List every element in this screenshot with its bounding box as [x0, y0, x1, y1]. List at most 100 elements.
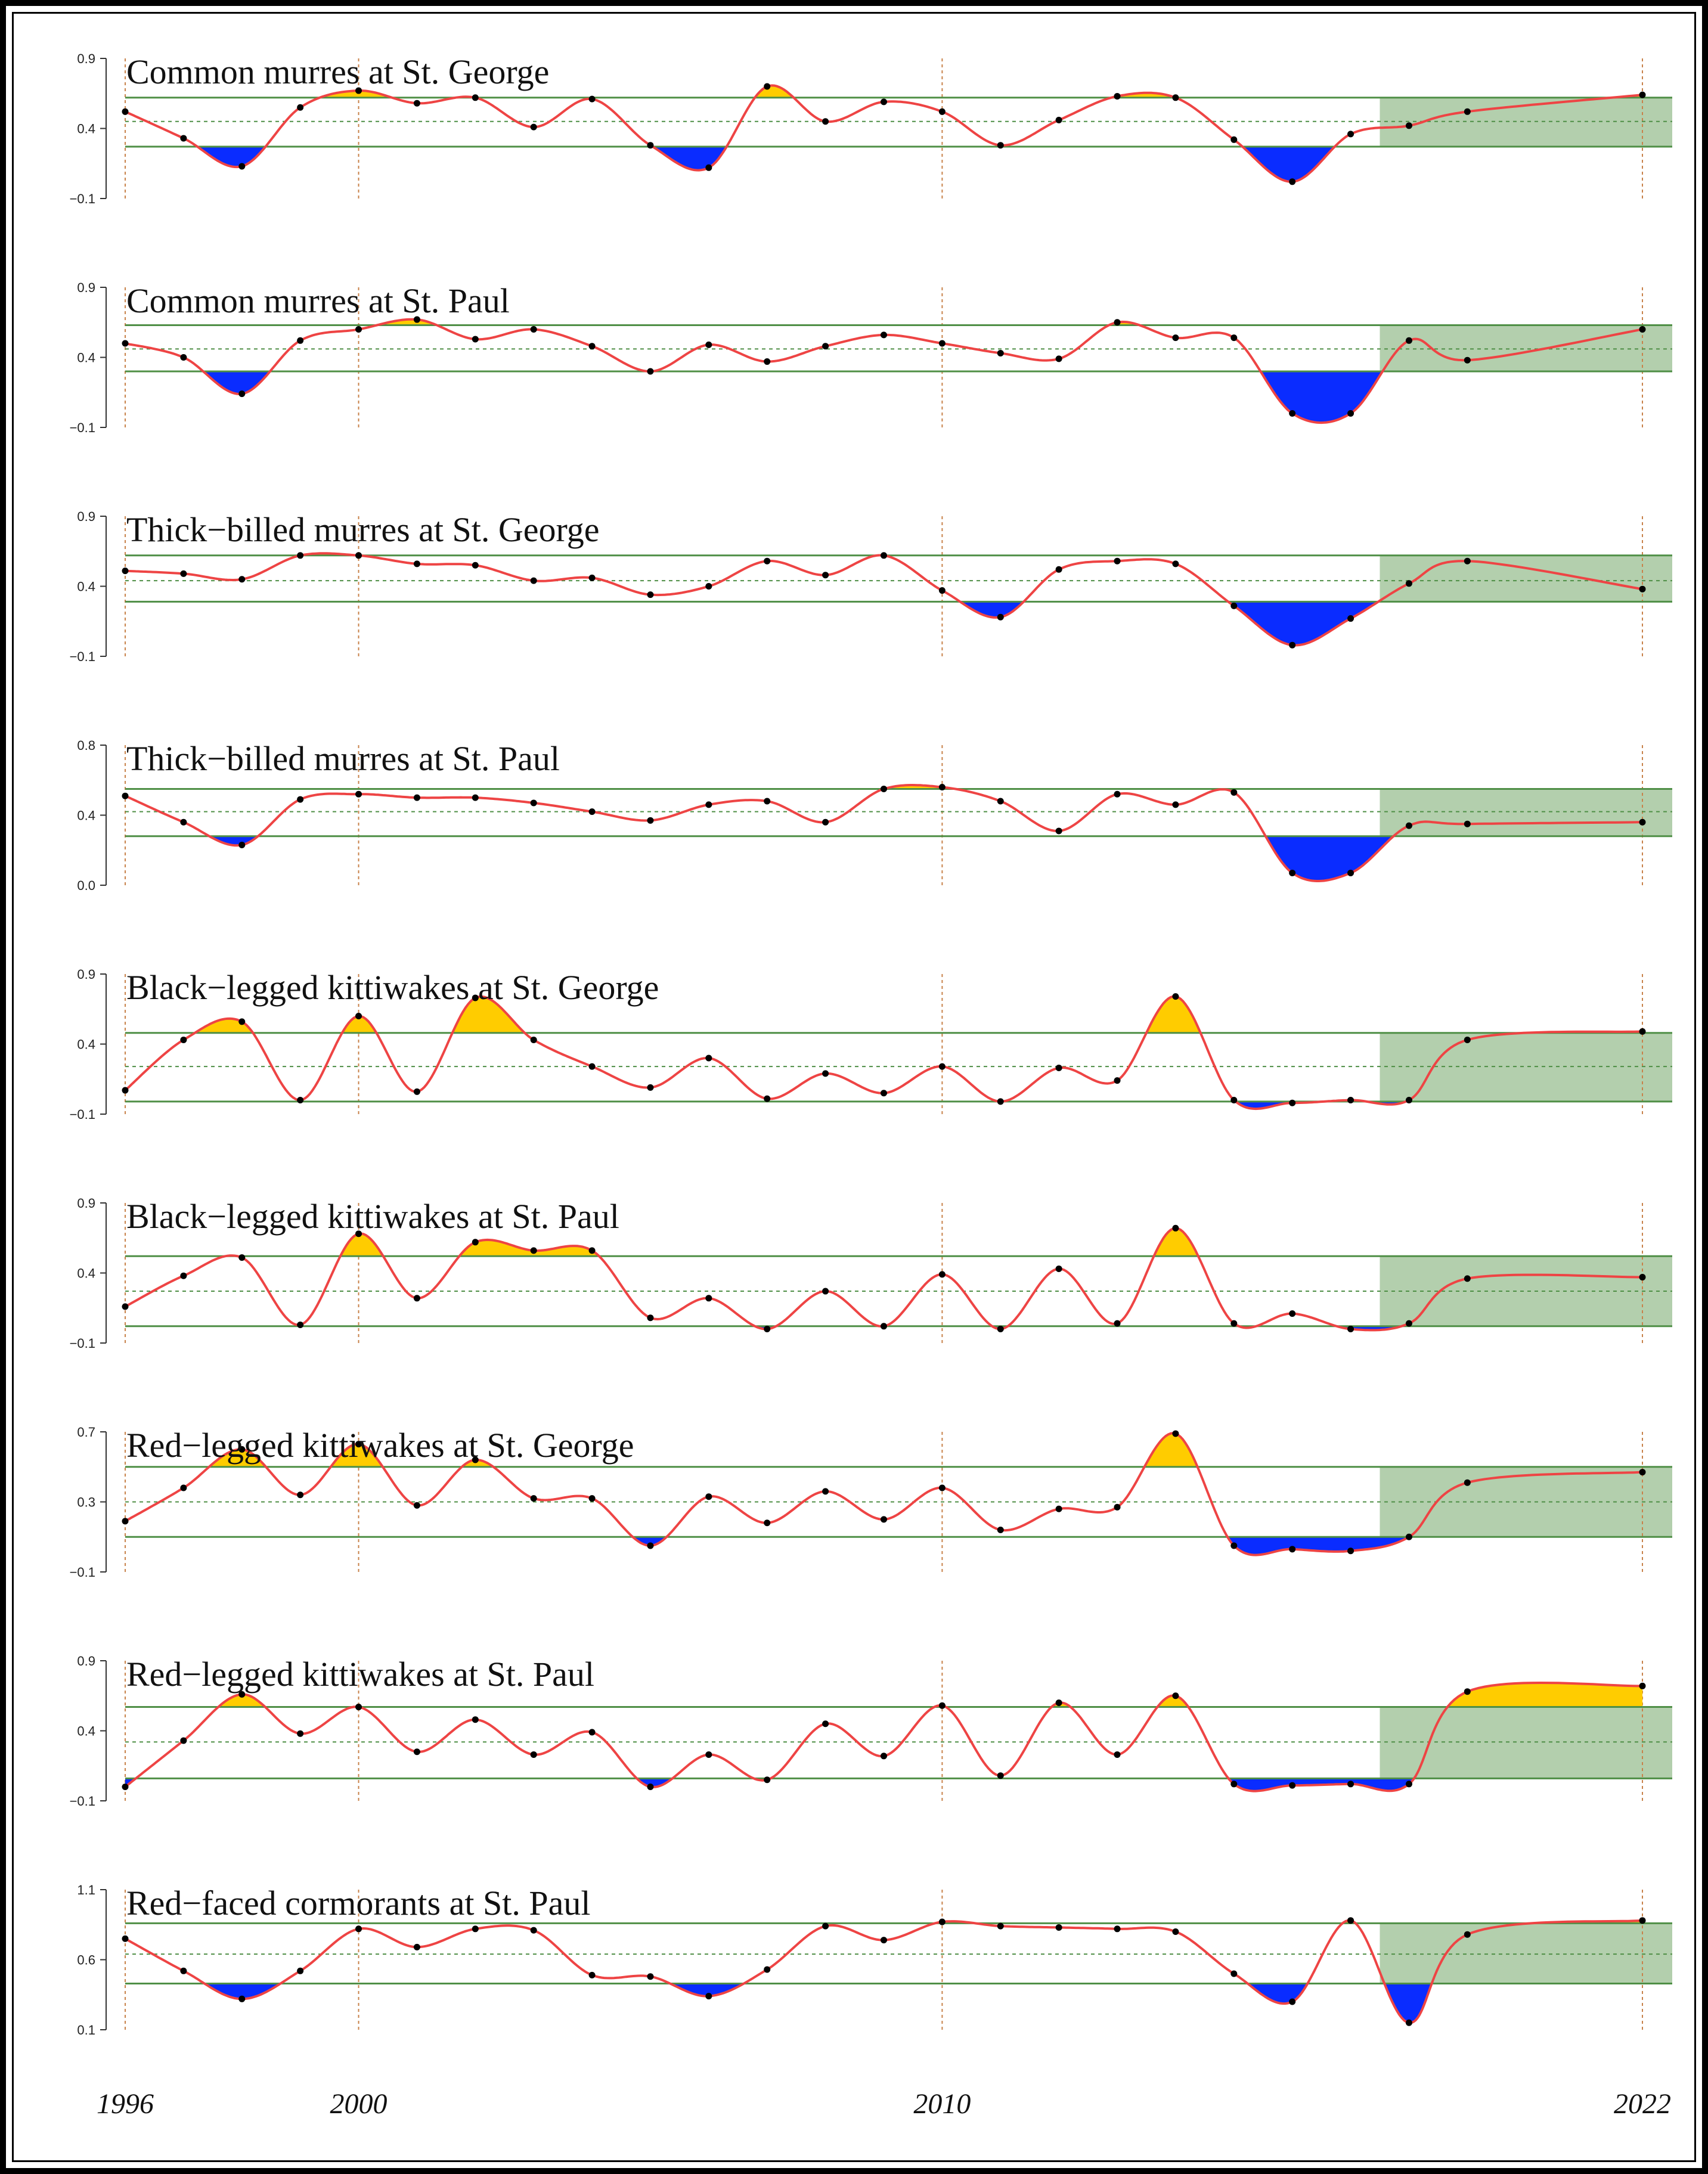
panel-title: Red−legged kittiwakes at St. Paul	[126, 1655, 594, 1694]
data-point-1998	[238, 1691, 246, 1698]
data-point-2005	[647, 1084, 654, 1091]
y-tick-label: 0.4	[77, 351, 95, 365]
y-tick-label: 0.7	[77, 1425, 95, 1440]
below-band-fill	[125, 147, 1642, 182]
data-point-1996	[122, 567, 129, 575]
panel-red-faced-cormorants-at-st-paul: 1.1 0.6 0.1 Red−faced cormorants at St. Pau…	[77, 1883, 1672, 2037]
y-tick-label: −0.1	[70, 1565, 95, 1580]
data-point-1998	[238, 1995, 246, 2002]
data-point-2011	[997, 1326, 1004, 1332]
panel-title: Black−legged kittiwakes at St. George	[126, 968, 659, 1007]
data-point-2019	[1464, 820, 1471, 827]
data-point-2008	[822, 1488, 829, 1495]
below-band-fill	[125, 371, 1642, 423]
data-point-2015	[1230, 602, 1238, 609]
data-point-2009	[881, 1937, 887, 1944]
data-point-2011	[997, 1098, 1004, 1105]
data-point-2010	[938, 587, 946, 594]
data-point-2014	[1172, 560, 1179, 567]
panel-title: Thick−billed murres at St. Paul	[126, 739, 560, 778]
y-tick-label: −0.1	[70, 1794, 95, 1809]
data-point-2018	[1405, 2019, 1412, 2026]
data-point-2010	[938, 108, 946, 115]
data-point-2002	[472, 1925, 479, 1933]
data-point-2018	[1405, 1533, 1412, 1540]
data-point-2010	[938, 340, 946, 347]
y-tick-label: 0.9	[77, 509, 95, 524]
data-point-2007	[764, 1776, 771, 1784]
data-point-2003	[530, 1495, 537, 1502]
data-point-2017	[1347, 131, 1354, 138]
data-point-2008	[822, 118, 829, 125]
data-point-2012	[1055, 827, 1062, 835]
data-point-1996	[122, 1935, 129, 1942]
data-point-2009	[881, 552, 887, 559]
data-point-2002	[472, 794, 479, 801]
data-point-2011	[997, 798, 1004, 805]
data-point-2007	[764, 1095, 771, 1102]
data-point-2017	[1347, 1547, 1354, 1555]
data-point-2005	[647, 591, 654, 598]
data-point-1996	[122, 1087, 129, 1094]
data-point-2004	[588, 1971, 596, 1978]
data-point-2005	[647, 1542, 654, 1549]
data-point-2001	[413, 1088, 420, 1095]
panel-black-legged-kittiwakes-at-st-george: 0.9 0.4 −0.1 Black−legged kittiwakes at St.…	[70, 967, 1672, 1122]
y-tick-label: 0.9	[77, 1196, 95, 1211]
data-point-2000	[355, 790, 362, 798]
data-point-2012	[1055, 1064, 1062, 1071]
data-point-1998	[238, 163, 246, 170]
data-point-2013	[1114, 557, 1121, 565]
data-point-2014	[1172, 1224, 1179, 1232]
data-point-2006	[705, 1751, 712, 1758]
y-tick-label: −0.1	[70, 1336, 95, 1351]
data-point-2004	[588, 1729, 596, 1736]
data-point-2022	[1639, 1274, 1646, 1281]
data-point-2001	[413, 1943, 420, 1950]
data-point-1998	[238, 390, 246, 398]
data-point-2002	[472, 1456, 479, 1463]
data-point-2007	[764, 1966, 771, 1973]
data-point-2006	[705, 1993, 712, 2000]
data-point-2006	[705, 164, 712, 171]
data-point-2022	[1639, 1469, 1646, 1476]
data-point-2003	[530, 326, 537, 333]
y-tick-label: −0.1	[70, 420, 95, 435]
y-tick-label: 0.4	[77, 122, 95, 137]
data-point-2009	[881, 785, 887, 792]
data-point-2019	[1464, 1688, 1471, 1695]
data-point-2014	[1172, 334, 1179, 342]
data-point-2007	[764, 1519, 771, 1527]
projection-region	[1380, 1707, 1672, 1779]
data-point-2018	[1405, 1320, 1412, 1327]
below-band-fill	[125, 601, 1642, 646]
data-point-2013	[1114, 92, 1121, 100]
data-point-2014	[1172, 1928, 1179, 1935]
data-point-1996	[122, 340, 129, 347]
data-point-2003	[530, 799, 537, 807]
data-point-2014	[1172, 94, 1179, 101]
data-point-1997	[180, 1737, 187, 1744]
data-point-2006	[705, 1493, 712, 1500]
data-point-2012	[1055, 1505, 1062, 1512]
data-point-2006	[705, 341, 712, 348]
data-point-2013	[1114, 790, 1121, 798]
data-point-2018	[1405, 822, 1412, 829]
data-point-1999	[297, 337, 304, 344]
data-point-2000	[355, 1704, 362, 1711]
data-point-2017	[1347, 1097, 1354, 1103]
data-point-2011	[997, 349, 1004, 356]
data-point-2011	[997, 613, 1004, 621]
data-point-2013	[1114, 319, 1121, 326]
data-point-1997	[180, 1967, 187, 1974]
data-point-2005	[647, 1973, 654, 1980]
data-point-2000	[355, 1925, 362, 1933]
y-tick-label: 0.8	[77, 738, 95, 753]
data-point-2008	[822, 1720, 829, 1728]
y-tick-label: −0.1	[70, 649, 95, 664]
data-point-2003	[530, 123, 537, 131]
data-point-1998	[238, 841, 246, 848]
data-point-2001	[413, 794, 420, 801]
y-tick-label: 0.4	[77, 579, 95, 594]
data-point-2005	[647, 817, 654, 824]
